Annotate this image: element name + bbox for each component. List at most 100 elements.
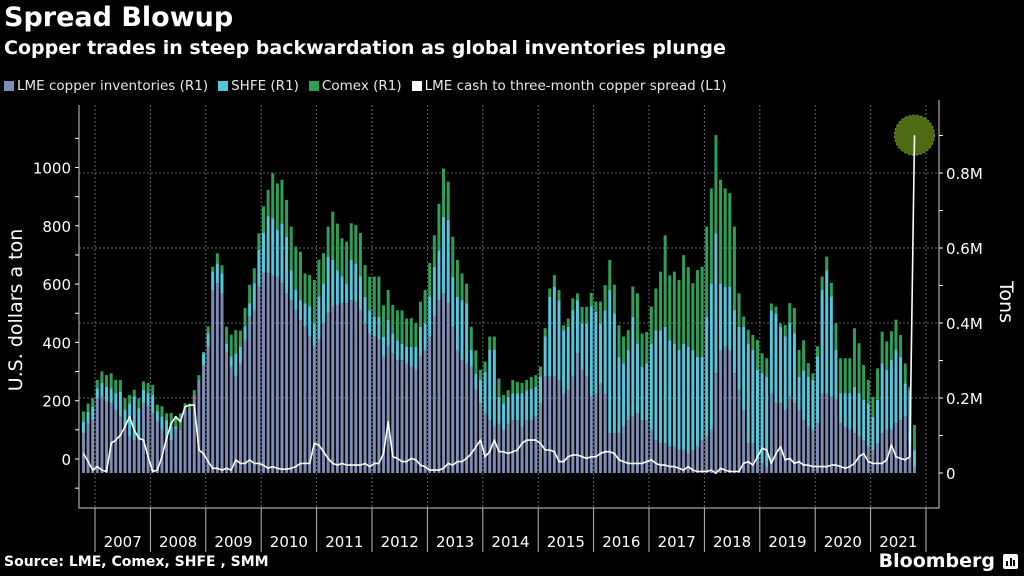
bar-shfe <box>728 286 732 350</box>
bar-lme <box>548 376 552 473</box>
bar-comex <box>100 371 104 383</box>
bar-comex <box>303 273 307 304</box>
bar-comex <box>816 346 820 357</box>
bar-comex <box>266 189 270 217</box>
bar-shfe <box>746 343 750 444</box>
bar-shfe <box>386 320 390 347</box>
bar-comex <box>386 290 390 320</box>
bar-shfe <box>871 416 875 451</box>
bar-shfe <box>617 356 621 434</box>
bar-comex <box>109 373 113 389</box>
bar-lme <box>589 396 593 473</box>
bar-lme <box>478 403 482 473</box>
bar-lme <box>834 399 838 473</box>
bar-shfe <box>566 326 570 391</box>
bar-comex <box>197 375 201 380</box>
x-axis-tick-label: 2015 <box>547 533 585 551</box>
bar-shfe <box>414 346 418 370</box>
bar-lme <box>649 429 653 473</box>
bar-shfe <box>691 350 695 451</box>
bar-comex <box>363 265 367 297</box>
bar-comex <box>682 255 686 344</box>
bloomberg-chart-icon <box>1003 553 1018 569</box>
bar-lme <box>885 429 889 473</box>
bar-shfe <box>418 326 422 357</box>
chart-subtitle: Copper trades in steep backwardation as … <box>4 37 726 59</box>
bar-lme <box>705 436 709 473</box>
bar-shfe <box>252 283 256 310</box>
bar-shfe <box>312 323 316 347</box>
x-axis-tick-label: 2019 <box>768 533 806 551</box>
bar-shfe <box>889 359 893 430</box>
bar-shfe <box>220 273 224 294</box>
bar-shfe <box>862 399 866 440</box>
bar-comex <box>783 324 787 337</box>
bar-lme <box>529 420 533 473</box>
bar-comex <box>317 259 321 297</box>
bar-lme <box>298 320 302 473</box>
bar-shfe <box>294 290 298 310</box>
bar-shfe <box>649 343 653 430</box>
bar-shfe <box>635 343 639 414</box>
x-axis-tick-label: 2018 <box>713 533 751 551</box>
bar-lme <box>732 373 736 473</box>
bar-shfe <box>331 260 335 307</box>
bar-comex <box>358 233 362 277</box>
bar-shfe <box>816 356 820 424</box>
bar-shfe <box>340 276 344 304</box>
bar-lme <box>737 390 741 473</box>
bar-comex <box>331 211 335 260</box>
bar-lme <box>257 286 261 473</box>
bar-shfe <box>81 421 85 434</box>
right-axis-tick-label: 0.8M <box>946 165 983 183</box>
bar-comex <box>691 283 695 350</box>
bar-shfe <box>571 309 575 377</box>
bar-shfe <box>423 323 427 350</box>
bar-comex <box>663 235 667 327</box>
bar-comex <box>520 383 524 394</box>
bar-comex <box>312 279 316 324</box>
bar-shfe <box>575 300 579 354</box>
bar-lme <box>229 366 233 473</box>
bar-lme <box>723 346 727 473</box>
bar-comex <box>506 390 510 397</box>
legend-swatch-comex <box>308 81 319 91</box>
bar-comex <box>414 323 418 347</box>
bar-lme <box>151 413 155 473</box>
bar-shfe <box>797 376 801 410</box>
bar-comex <box>622 336 626 364</box>
bar-shfe <box>802 370 806 421</box>
bar-lme <box>677 450 681 473</box>
right-axis-tick-label: 0.2M <box>946 390 983 408</box>
bar-comex <box>294 246 298 290</box>
bar-shfe <box>400 343 404 361</box>
bar-shfe <box>201 353 205 365</box>
bar-lme <box>354 301 358 473</box>
bar-comex <box>395 310 399 341</box>
bar-lme <box>912 466 916 473</box>
bar-shfe <box>543 336 547 377</box>
bar-comex <box>705 226 709 317</box>
bar-comex <box>409 318 413 347</box>
bar-shfe <box>557 300 561 380</box>
bar-lme <box>585 376 589 473</box>
bar-lme <box>455 350 459 473</box>
bar-lme <box>695 446 699 473</box>
bar-comex <box>275 183 279 230</box>
bar-lme <box>234 376 238 473</box>
bar-lme <box>280 283 284 473</box>
bar-shfe <box>659 330 663 444</box>
bar-shfe <box>829 296 833 397</box>
bar-lme <box>414 369 418 473</box>
bar-shfe <box>511 393 515 421</box>
bar-lme <box>326 313 330 473</box>
bar-shfe <box>437 250 441 301</box>
bar-shfe <box>160 416 164 430</box>
bar-lme <box>275 276 279 473</box>
bar-shfe <box>275 230 279 277</box>
bar-comex <box>280 179 284 224</box>
bar-comex <box>737 293 741 327</box>
bar-lme <box>765 466 769 473</box>
bar-lme <box>880 433 884 473</box>
bar-comex <box>515 381 519 394</box>
